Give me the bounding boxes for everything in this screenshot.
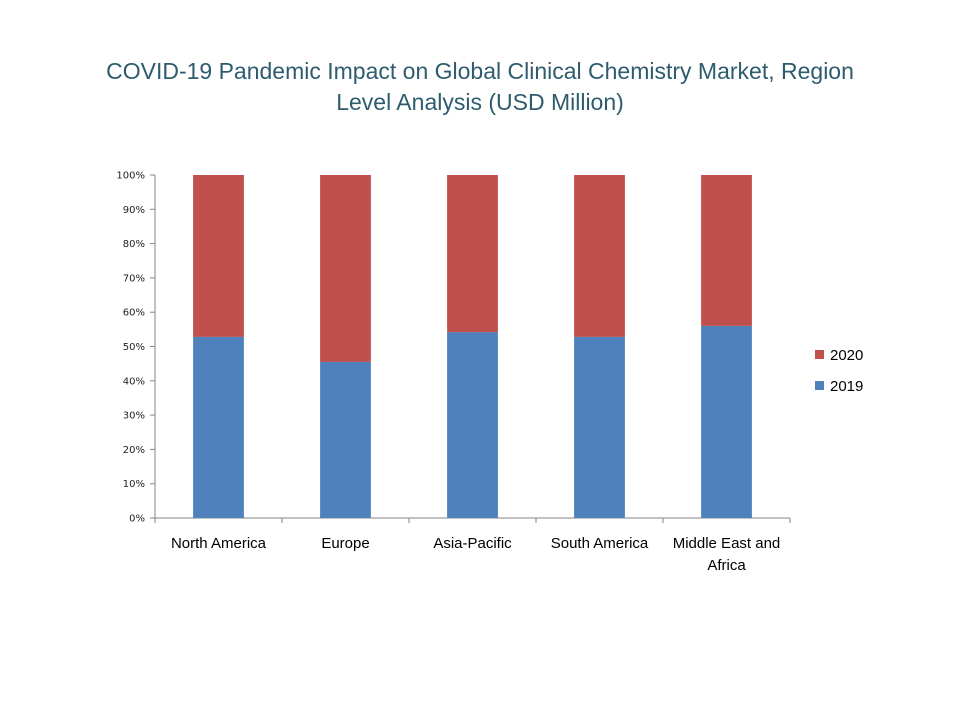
bar-stack-asia-pacific bbox=[447, 175, 498, 518]
bar-stack-north-america bbox=[193, 175, 244, 518]
x-tick-label: Africa bbox=[707, 557, 746, 574]
y-axis: 0% 10% 20% 30% 40% 50% 60% 70% 80% 90% 100% bbox=[116, 171, 156, 525]
legend: 2020 2019 bbox=[815, 347, 863, 395]
bars bbox=[193, 175, 752, 518]
y-tick-label: 0% bbox=[129, 514, 145, 525]
y-tick-label: 70% bbox=[123, 273, 145, 284]
y-tick-label: 90% bbox=[123, 205, 145, 216]
legend-label: 2019 bbox=[830, 378, 863, 395]
y-tick-label: 20% bbox=[123, 445, 145, 456]
bar-2020 bbox=[320, 175, 371, 362]
chart-title-line-2: Level Analysis (USD Million) bbox=[336, 89, 624, 115]
bar-2019 bbox=[574, 336, 625, 518]
y-tick-label: 40% bbox=[123, 376, 145, 387]
legend-swatch bbox=[815, 350, 824, 359]
y-tick-label: 100% bbox=[116, 171, 145, 182]
bar-stack-middle-east-and-africa bbox=[701, 175, 752, 518]
y-tick-label: 60% bbox=[123, 308, 145, 319]
x-axis-labels: North America Europe Asia-Pacific South Ame… bbox=[171, 535, 780, 574]
legend-item-2019: 2019 bbox=[815, 378, 863, 395]
legend-item-2020: 2020 bbox=[815, 347, 863, 364]
legend-label: 2020 bbox=[830, 347, 863, 364]
x-tick-label: Europe bbox=[321, 535, 369, 552]
x-tick-label: North America bbox=[171, 535, 267, 552]
bar-2020 bbox=[447, 175, 498, 333]
bar-stack-europe bbox=[320, 175, 371, 518]
bar-stack-south-america bbox=[574, 175, 625, 518]
y-tick-label: 30% bbox=[123, 411, 145, 422]
bar-2020 bbox=[574, 175, 625, 337]
y-tick-label: 50% bbox=[123, 342, 145, 353]
y-tick-label: 80% bbox=[123, 239, 145, 250]
bar-2019 bbox=[193, 336, 244, 518]
legend-swatch bbox=[815, 381, 824, 390]
x-axis bbox=[154, 517, 791, 523]
y-tick-label: 10% bbox=[123, 479, 145, 490]
chart-title: COVID-19 Pandemic Impact on Global Clini… bbox=[60, 56, 900, 118]
bar-2020 bbox=[193, 175, 244, 337]
chart-title-line-1: COVID-19 Pandemic Impact on Global Clini… bbox=[106, 58, 854, 84]
x-tick-label: South America bbox=[551, 535, 649, 552]
x-tick-label: Middle East and bbox=[673, 535, 781, 552]
x-tick-label: Asia-Pacific bbox=[433, 535, 512, 552]
bar-2019 bbox=[320, 361, 371, 518]
bar-2019 bbox=[701, 325, 752, 518]
bar-2019 bbox=[447, 332, 498, 518]
bar-2020 bbox=[701, 175, 752, 326]
